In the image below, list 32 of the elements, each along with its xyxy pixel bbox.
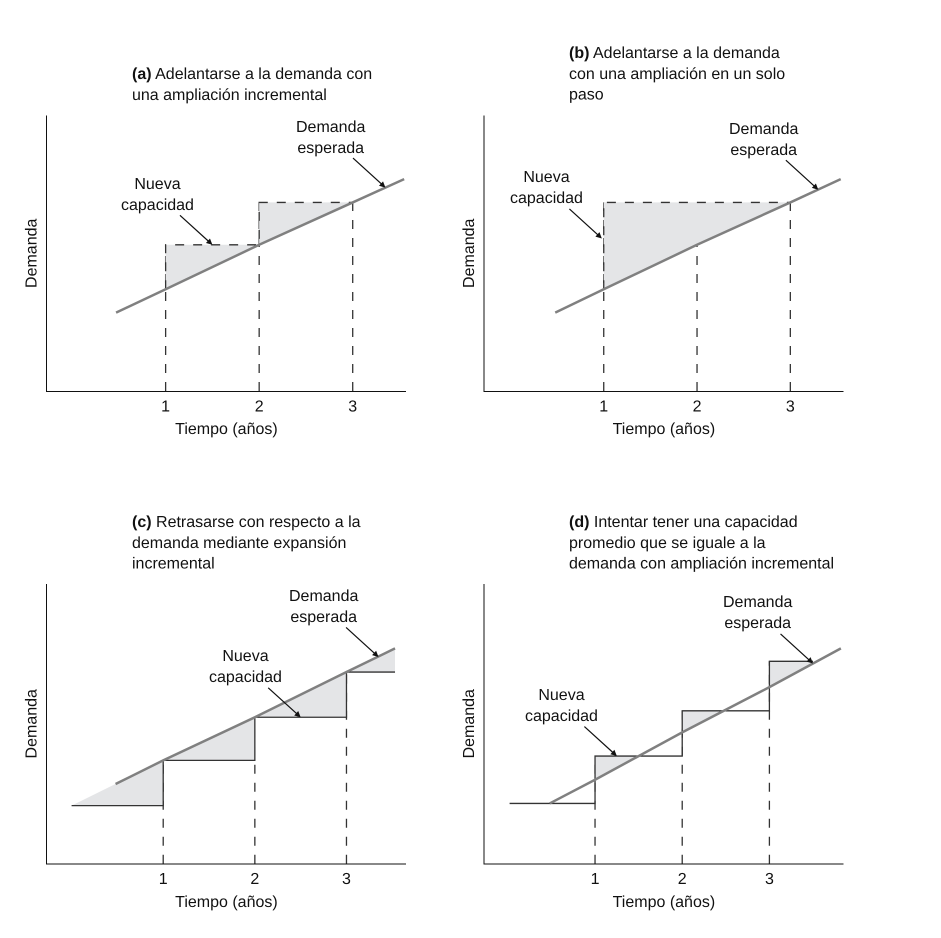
x-tick-label: 1 <box>158 871 168 888</box>
x-tick-label: 2 <box>254 398 264 416</box>
chart-title: (a) Adelantarse a la demanda con una ampliación incremental <box>132 66 372 104</box>
annotation: Demanda esperada <box>289 588 358 626</box>
x-axis-title: Tiempo (años) <box>612 421 716 438</box>
x-tick-label: 3 <box>342 871 352 888</box>
chart-title: (c) Retrasarse con respecto a la demanda mediante expansión incremental <box>132 514 361 573</box>
x-axis-title: Tiempo (años) <box>612 894 716 911</box>
chart-title: (d) Intentar tener una capacidad promedio que se iguale a la demanda con ampliación incremental <box>569 514 834 573</box>
x-tick-label: 3 <box>764 871 774 888</box>
annotation: Demanda esperada <box>723 594 792 632</box>
x-tick-label: 3 <box>348 398 358 416</box>
x-tick-label: 1 <box>599 398 608 416</box>
x-tick-label: 1 <box>161 398 170 416</box>
x-tick-label: 2 <box>678 871 687 888</box>
annotation: Nueva capacidad <box>525 687 598 725</box>
y-axis-title: Demanda <box>24 218 41 288</box>
x-tick-label: 2 <box>250 871 260 888</box>
y-axis-title: Demanda <box>461 688 478 758</box>
annotation: Demanda esperada <box>729 121 798 159</box>
annotation: Demanda esperada <box>296 119 366 157</box>
x-axis-title: Tiempo (años) <box>175 894 278 911</box>
annotation: Nueva capacidad <box>209 648 282 686</box>
x-tick-label: 1 <box>590 871 600 888</box>
y-axis-title: Demanda <box>461 218 478 288</box>
x-tick-label: 3 <box>786 398 795 416</box>
annotation: Nueva capacidad <box>121 176 194 214</box>
x-axis-title: Tiempo (años) <box>175 421 278 438</box>
annotation: Nueva capacidad <box>510 169 583 207</box>
chart-title: (b) Adelantarse a la demanda con una ampliación en un solo paso <box>569 45 786 104</box>
y-axis-title: Demanda <box>24 688 41 758</box>
x-tick-label: 2 <box>692 398 702 416</box>
